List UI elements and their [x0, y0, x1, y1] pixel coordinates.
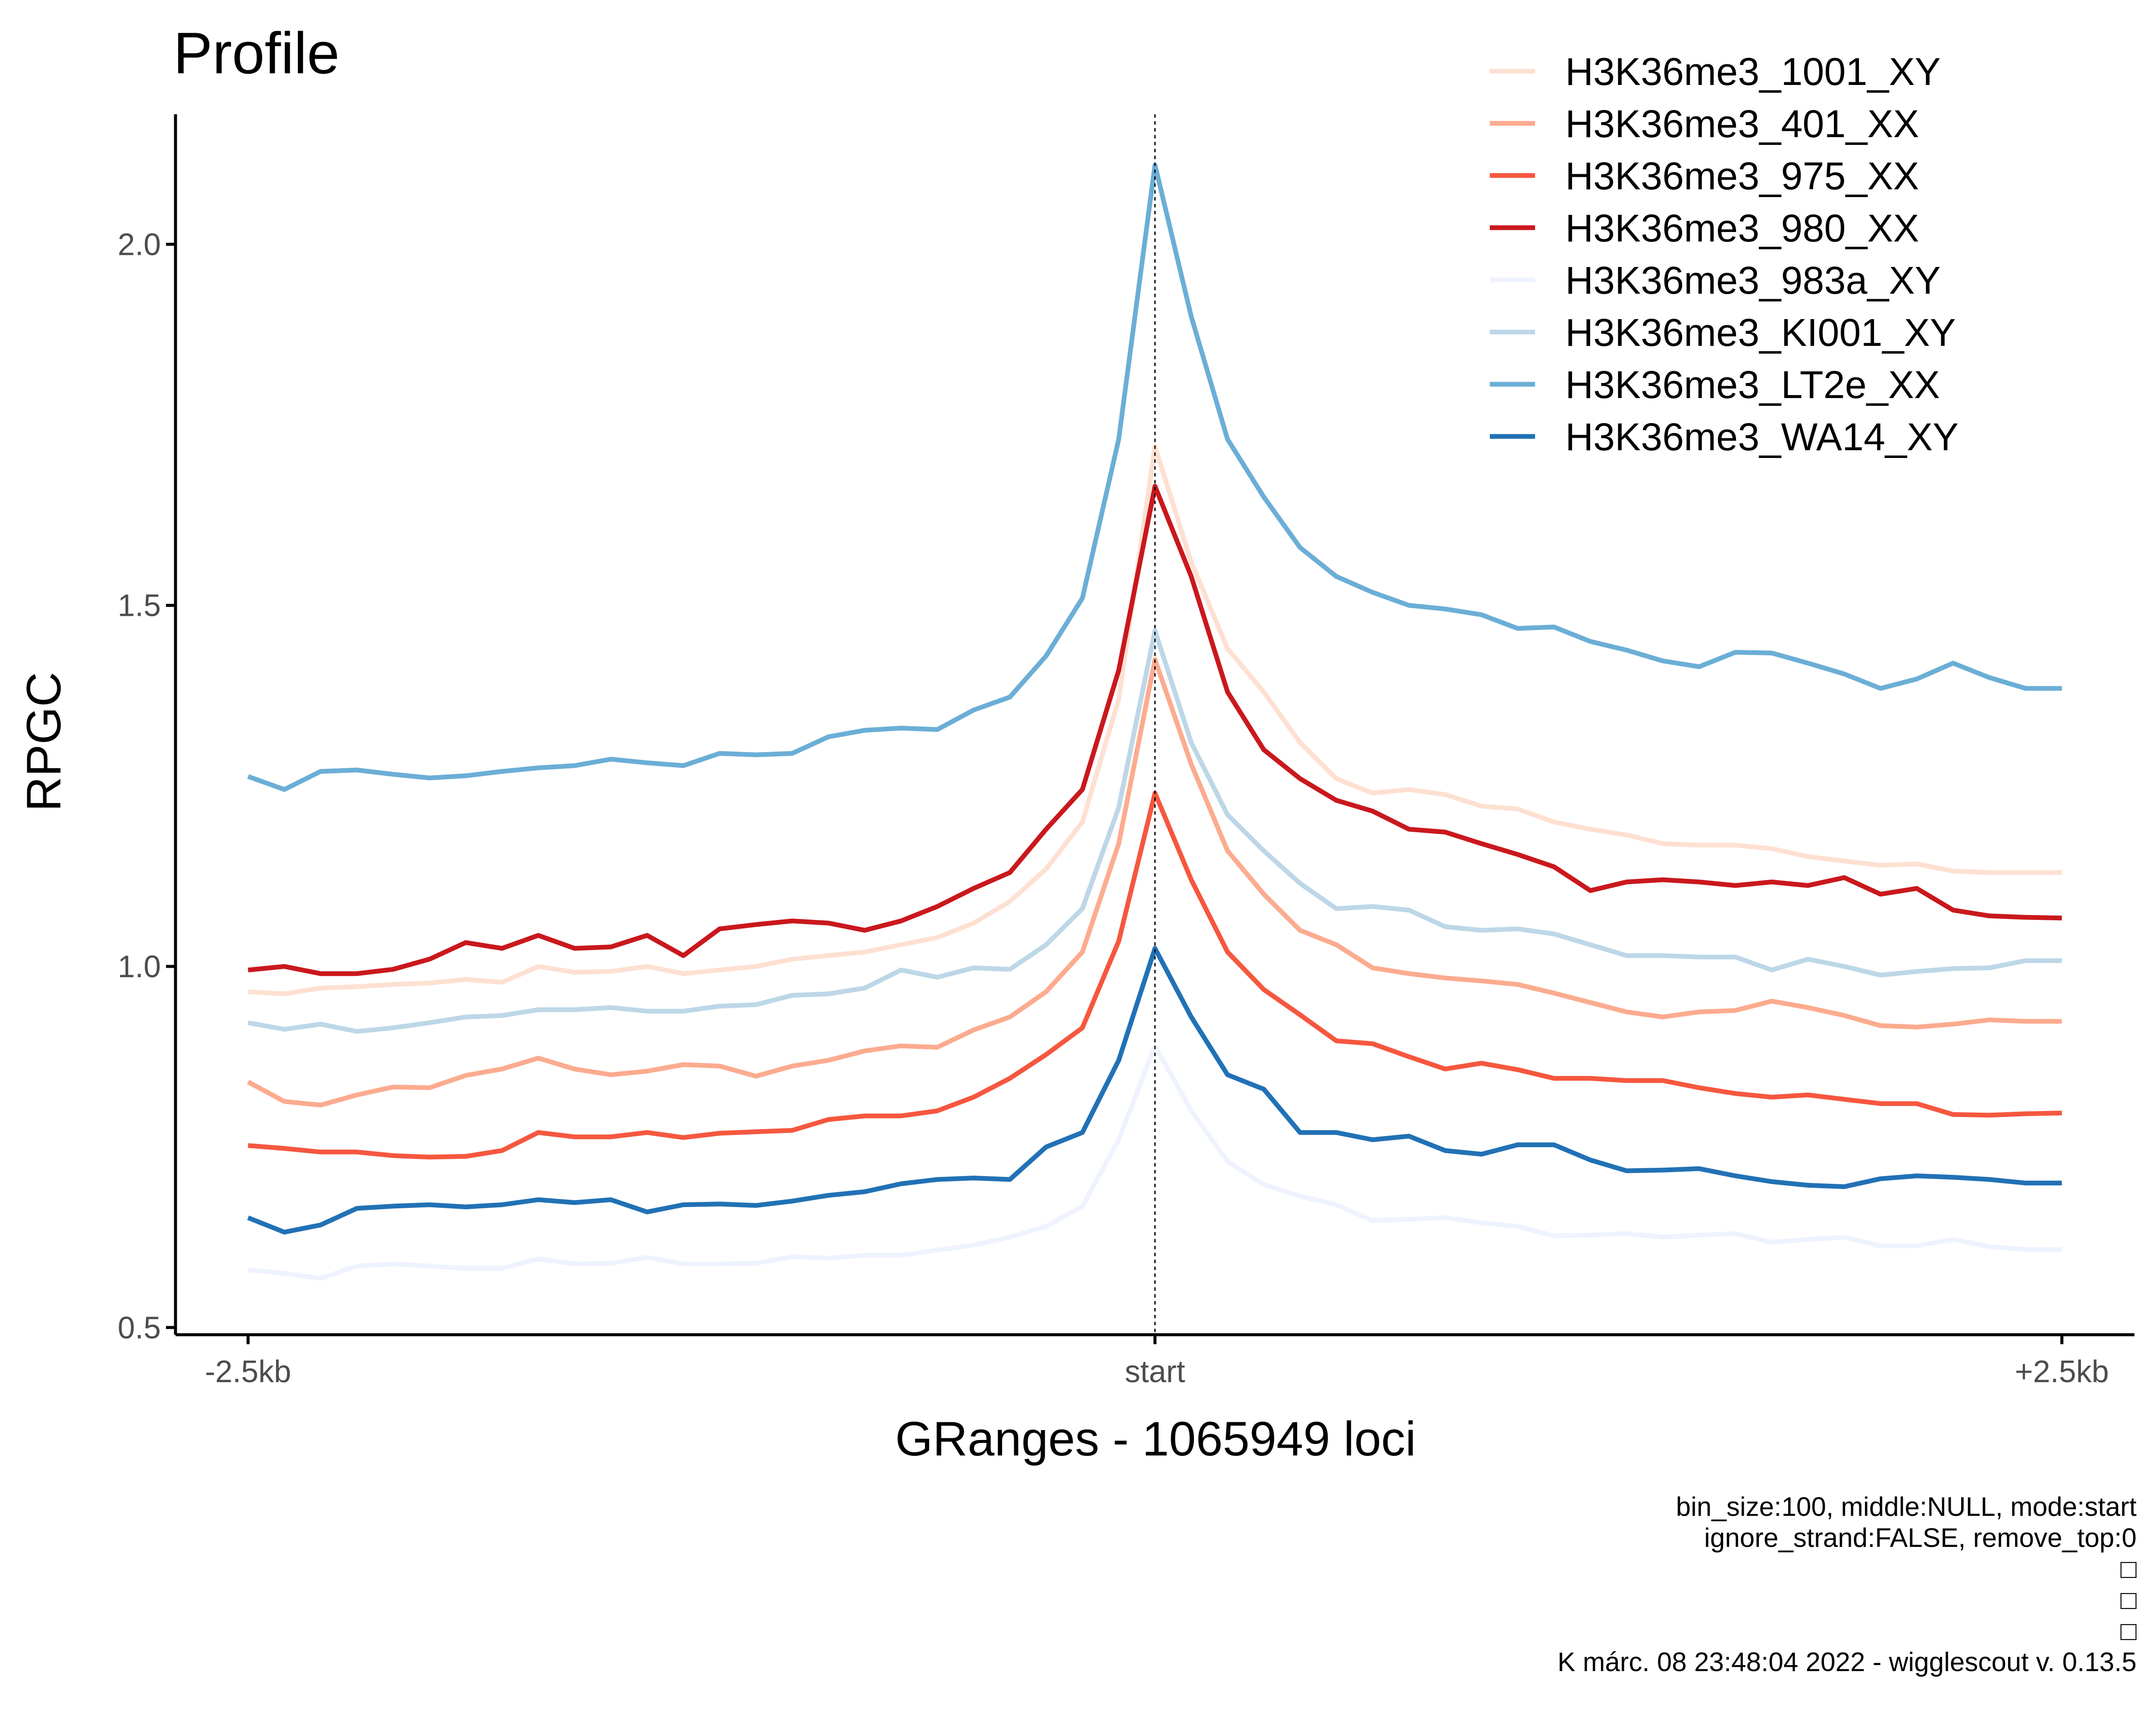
y-axis-ticks: 0.5 1.0 1.5 2.0: [118, 227, 175, 1345]
y-tick-label: 2.0: [118, 227, 161, 262]
caption: bin_size:100, middle:NULL, mode:startign…: [1557, 1492, 2137, 1677]
legend-label: H3K36me3_LT2e_XX: [1565, 364, 1940, 407]
caption-line: bin_size:100, middle:NULL, mode:start: [1676, 1492, 2137, 1522]
legend: H3K36me3_1001_XY H3K36me3_401_XX H3K36me3_…: [1490, 50, 1959, 459]
plot-area: [247, 114, 2062, 1335]
caption-line: □: [2121, 1585, 2137, 1615]
chart-title: Profile: [173, 20, 340, 86]
legend-label: H3K36me3_1001_XY: [1565, 50, 1941, 94]
caption-line: □: [2121, 1554, 2137, 1584]
x-tick-label: start: [1125, 1355, 1185, 1389]
series-line-h3k36me3-wa14-xy: [247, 946, 2062, 1235]
x-axis-title: GRanges - 1065949 loci: [895, 1412, 1416, 1466]
y-tick-label: 1.5: [118, 589, 161, 623]
legend-label: H3K36me3_KI001_XY: [1565, 311, 1956, 354]
caption-line: ignore_strand:FALSE, remove_top:0: [1704, 1523, 2137, 1553]
legend-label: H3K36me3_401_XX: [1565, 103, 1919, 146]
x-tick-label: +2.5kb: [2015, 1355, 2109, 1389]
series-line-h3k36me3-ki001-xy: [248, 628, 2062, 1034]
axes: 0.5 1.0 1.5 2.0 -2.5kb start +2.5kb: [118, 114, 2134, 1389]
legend-label: H3K36me3_WA14_XY: [1565, 416, 1959, 459]
legend-label: H3K36me3_980_XX: [1565, 207, 1919, 250]
caption-line: K márc. 08 23:48:04 2022 - wigglescout v…: [1557, 1647, 2137, 1677]
x-tick-label: -2.5kb: [205, 1355, 291, 1389]
legend-label: H3K36me3_983a_XY: [1565, 259, 1941, 302]
y-axis-title: RPGC: [17, 672, 71, 812]
legend-label: H3K36me3_975_XX: [1565, 155, 1919, 198]
x-axis-ticks: -2.5kb start +2.5kb: [205, 1335, 2109, 1389]
y-tick-label: 0.5: [118, 1311, 161, 1345]
y-tick-label: 1.0: [118, 950, 161, 984]
caption-line: □: [2121, 1616, 2137, 1646]
series-line-h3k36me3-980-xx: [248, 483, 2062, 976]
